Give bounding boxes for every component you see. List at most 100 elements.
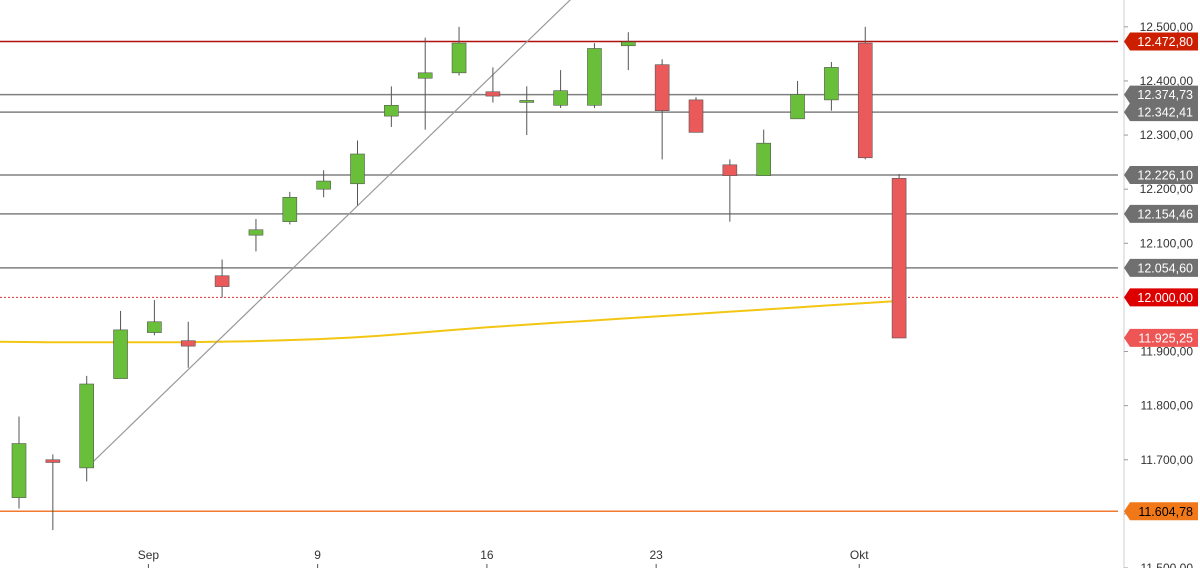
candle-body [147, 321, 162, 333]
y-tick-label: 11.900,00 [1141, 345, 1194, 359]
candle-body [756, 142, 772, 176]
badge-shape [1124, 288, 1198, 307]
badge-shape [1124, 328, 1198, 347]
candle-body [384, 104, 399, 117]
level-badges: 12.472,80 12.374,73 12.342,41 12.226,10 12.1… [1124, 32, 1198, 521]
candle [756, 129, 772, 176]
badge-shape [1124, 258, 1198, 277]
level-badge: 12.226,10 [1124, 166, 1198, 185]
badge-label: 11.925,25 [1138, 331, 1193, 345]
candle-body [553, 90, 568, 106]
badge-label: 12.374,73 [1137, 88, 1193, 102]
candle-body [248, 229, 264, 236]
candle [620, 32, 636, 71]
level-badge: 12.054,60 [1124, 258, 1198, 277]
candle [113, 310, 128, 379]
y-tick-label: 12.300,00 [1140, 128, 1194, 142]
y-tick-label: 12.400,00 [1140, 74, 1194, 88]
candle [11, 416, 27, 509]
candle-body [485, 91, 501, 97]
candle [350, 140, 365, 206]
candle [790, 80, 805, 120]
y-tick-label: 11.500,00 [1141, 561, 1194, 568]
candle-body [891, 178, 907, 339]
level-badge: 11.604,78 [1124, 502, 1198, 521]
candle-body [214, 275, 230, 287]
candle [891, 174, 907, 339]
x-tick-label: 23 [649, 548, 663, 562]
trend-line-group [86, 0, 571, 469]
candle [587, 43, 602, 108]
y-axis: 11.500,0011.600,0011.700,0011.800,0011.9… [1123, 0, 1194, 573]
candle-body [282, 196, 298, 222]
x-tick-label: Sep [138, 548, 160, 562]
candle-body [417, 72, 433, 79]
badge-shape [1124, 85, 1198, 104]
level-badge: 12.374,73 [1124, 85, 1198, 104]
badge-label: 11.604,78 [1138, 505, 1193, 519]
candle [214, 259, 230, 298]
candle-body [79, 383, 94, 469]
candle-body [824, 67, 839, 101]
candle [824, 62, 839, 111]
candle-body [654, 64, 670, 112]
badge-shape [1124, 204, 1198, 223]
candle-body [45, 459, 61, 463]
candle [654, 59, 670, 160]
candle [45, 454, 61, 531]
moving-average-line [0, 299, 899, 344]
candle-body [620, 41, 636, 47]
y-tick-label: 11.700,00 [1141, 453, 1194, 467]
badge-shape [1124, 103, 1198, 122]
badge-label: 12.000,00 [1137, 291, 1193, 305]
x-tick-label: 9 [314, 548, 321, 562]
candle-body [451, 42, 467, 74]
badge-shape [1124, 502, 1198, 521]
candle [722, 159, 738, 222]
level-badge: 12.154,46 [1124, 204, 1198, 223]
candle-body [688, 99, 704, 133]
candles [11, 26, 907, 531]
candle [180, 321, 196, 368]
level-badge: 12.472,80 [1124, 32, 1198, 51]
candle [485, 67, 501, 103]
y-tick-label: 11.800,00 [1141, 399, 1194, 413]
candle-body [11, 443, 27, 498]
candle [417, 37, 433, 130]
candle-body [790, 94, 805, 120]
candle [248, 218, 264, 252]
badge-shape [1124, 166, 1198, 185]
candle-body [350, 153, 365, 185]
y-tick-label: 12.500,00 [1140, 20, 1194, 34]
level-badge: 12.342,41 [1124, 103, 1198, 122]
badge-label: 12.154,46 [1137, 207, 1193, 221]
badge-shape [1124, 32, 1198, 51]
candle-body [857, 42, 873, 159]
level-badge: 12.000,00 [1124, 288, 1198, 307]
last-price-badge: 11.925,25 [1124, 328, 1198, 347]
candle-body [113, 329, 128, 379]
candle [857, 26, 873, 160]
candle-body [180, 340, 196, 347]
candle [316, 170, 331, 198]
candle [688, 97, 704, 133]
trend-line [86, 0, 571, 469]
x-tick-label: 16 [480, 548, 494, 562]
candle-body [722, 164, 738, 176]
y-tick-label: 12.100,00 [1140, 236, 1194, 250]
badge-label: 12.472,80 [1137, 35, 1193, 49]
candle [553, 70, 568, 108]
candle [79, 375, 94, 482]
candle [147, 300, 162, 336]
candle [384, 86, 399, 127]
moving-average [0, 299, 899, 344]
badge-label: 12.054,60 [1137, 261, 1193, 275]
badge-label: 12.226,10 [1137, 169, 1193, 183]
candle-body [587, 48, 602, 106]
candle [282, 191, 298, 225]
badge-label: 12.342,41 [1137, 106, 1193, 120]
candle [451, 26, 467, 76]
x-tick-label: Okt [850, 548, 869, 562]
